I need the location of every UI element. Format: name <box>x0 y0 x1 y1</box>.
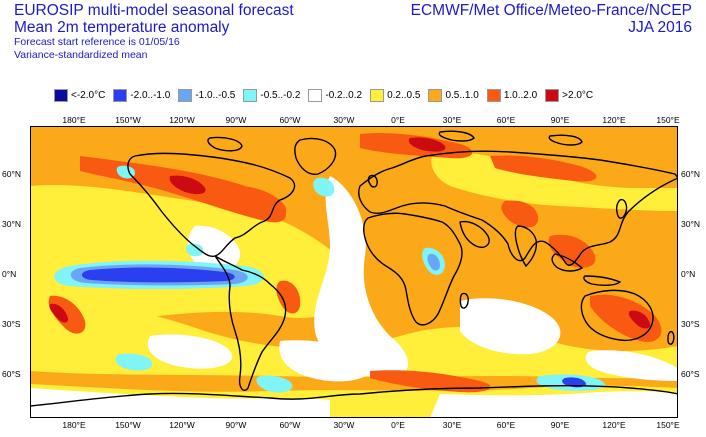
strong-warm-anomaly <box>49 303 69 323</box>
legend-swatch <box>243 88 258 102</box>
warm-anomaly <box>501 200 539 228</box>
main-title: EUROSIP multi-model seasonal forecast <box>14 2 294 19</box>
neutral-zone <box>314 176 409 379</box>
legend-label: 1.0..2.0 <box>503 89 538 101</box>
lat-tick-right: 60°N <box>681 169 700 179</box>
lat-tick-right: 30°N <box>681 219 700 229</box>
lon-tick-top: 60°W <box>279 115 301 125</box>
lon-tick-top: 30°W <box>333 115 355 125</box>
legend-swatch <box>428 88 443 102</box>
legend-label: -0.2..0.2 <box>325 89 363 101</box>
legend-label: >2.0°C <box>562 89 594 101</box>
variable-title: Mean 2m temperature anomaly <box>14 19 230 36</box>
strong-warm-anomaly <box>408 137 446 152</box>
lon-tick-top: 150°W <box>115 115 141 125</box>
title-block: EUROSIP multi-model seasonal forecast Me… <box>14 2 294 62</box>
legend-label: -1.0..-0.5 <box>195 89 236 101</box>
lon-tick-top: 180°E <box>62 115 86 125</box>
lat-tick-left: 30°N <box>2 219 21 229</box>
lon-tick-bottom: 90°W <box>225 420 247 430</box>
warm-anomaly <box>276 280 301 314</box>
forecast-reference: Forecast start reference is 01/05/16 <box>14 36 180 48</box>
lon-tick-bottom: 120°W <box>169 420 195 430</box>
lon-tick-top: 120°E <box>602 115 626 125</box>
legend-item: -2.0..-1.0 <box>113 88 171 102</box>
lon-tick-bottom: 120°E <box>602 420 626 430</box>
legend-label: <-2.0°C <box>71 89 106 101</box>
lat-tick-left: 60°S <box>2 369 21 379</box>
cool-anomaly <box>427 253 440 271</box>
legend-swatch <box>113 88 128 102</box>
legend-item: -0.5..-0.2 <box>243 88 301 102</box>
legend-swatch <box>370 88 385 102</box>
lon-tick-top: 60°E <box>496 115 516 125</box>
warm-anomaly <box>590 294 662 342</box>
warm-anomaly <box>548 234 596 268</box>
lat-tick-left: 60°N <box>2 169 21 179</box>
coastlines <box>30 130 678 407</box>
neutral-zone <box>187 225 241 273</box>
lon-tick-bottom: 180°E <box>62 420 86 430</box>
legend-swatch <box>308 88 323 102</box>
lon-tick-top: 90°W <box>225 115 247 125</box>
method-note: Variance-standardized mean <box>14 49 148 61</box>
legend-swatch <box>54 88 68 102</box>
lat-tick-right: 30°S <box>681 319 700 329</box>
color-legend: <-2.0°C -2.0..-1.0 -1.0..-0.5 -0.5..-0.2 -0.… <box>54 88 601 102</box>
legend-swatch <box>486 88 501 102</box>
lon-tick-top: 150°E <box>656 115 680 125</box>
legend-label: -0.5..-0.2 <box>260 89 301 101</box>
season-label: JJA 2016 <box>628 19 692 36</box>
cool-anomaly <box>115 353 153 371</box>
neutral-zone <box>460 298 561 355</box>
legend-label: -2.0..-1.0 <box>130 89 171 101</box>
lat-tick-left: 30°S <box>2 319 21 329</box>
lon-tick-bottom: 30°E <box>442 420 462 430</box>
lon-tick-top: 30°E <box>442 115 462 125</box>
strong-warm-anomaly <box>628 310 651 329</box>
strong-cool-anomaly <box>562 377 586 388</box>
lon-tick-bottom: 60°W <box>279 420 301 430</box>
legend-item: -1.0..-0.5 <box>178 88 236 102</box>
legend-item: 0.5..1.0 <box>428 88 479 102</box>
map-panel <box>30 126 678 418</box>
legend-swatch <box>178 88 193 102</box>
legend-item: 0.2..0.5 <box>370 88 421 102</box>
cool-anomaly <box>313 177 335 197</box>
lat-tick-right: 60°S <box>681 369 700 379</box>
lat-tick-left: 0°N <box>2 269 17 279</box>
lon-tick-bottom: 150°W <box>115 420 141 430</box>
lat-tick-right: 0°N <box>681 269 696 279</box>
strong-cool-anomaly <box>81 267 235 283</box>
map-frame <box>30 126 678 418</box>
provider-block: ECMWF/Met Office/Meteo-France/NCEP JJA 2… <box>411 2 692 36</box>
lon-tick-top: 90°E <box>550 115 570 125</box>
legend-item: <-2.0°C <box>54 88 106 102</box>
warm-anomaly <box>490 155 597 182</box>
neutral-zone <box>147 334 233 369</box>
lon-tick-bottom: 150°E <box>656 420 680 430</box>
centres-title: ECMWF/Met Office/Meteo-France/NCEP <box>410 2 692 19</box>
cool-anomaly <box>256 375 293 393</box>
neutral-zone <box>585 350 678 381</box>
legend-label: 0.5..1.0 <box>445 89 479 101</box>
lon-tick-bottom: 90°E <box>550 420 570 430</box>
legend-label: 0.2..0.5 <box>387 89 421 101</box>
neutral-zone <box>30 388 330 418</box>
cool-anomaly <box>186 243 204 257</box>
strong-warm-anomaly <box>169 175 206 195</box>
neutral-zone <box>430 391 678 418</box>
legend-item: >2.0°C <box>545 88 594 102</box>
lon-tick-top: 0°E <box>391 115 405 125</box>
lon-tick-bottom: 60°E <box>496 420 516 430</box>
warm-anomaly <box>370 370 491 393</box>
lon-tick-bottom: 30°W <box>333 420 355 430</box>
legend-item: 1.0..2.0 <box>486 88 538 102</box>
lon-tick-top: 120°W <box>169 115 195 125</box>
legend-swatch <box>545 88 560 102</box>
legend-item: -0.2..0.2 <box>308 88 363 102</box>
neutral-zone <box>279 340 375 382</box>
lon-tick-bottom: 0°E <box>391 420 405 430</box>
anomaly-map <box>30 126 678 418</box>
